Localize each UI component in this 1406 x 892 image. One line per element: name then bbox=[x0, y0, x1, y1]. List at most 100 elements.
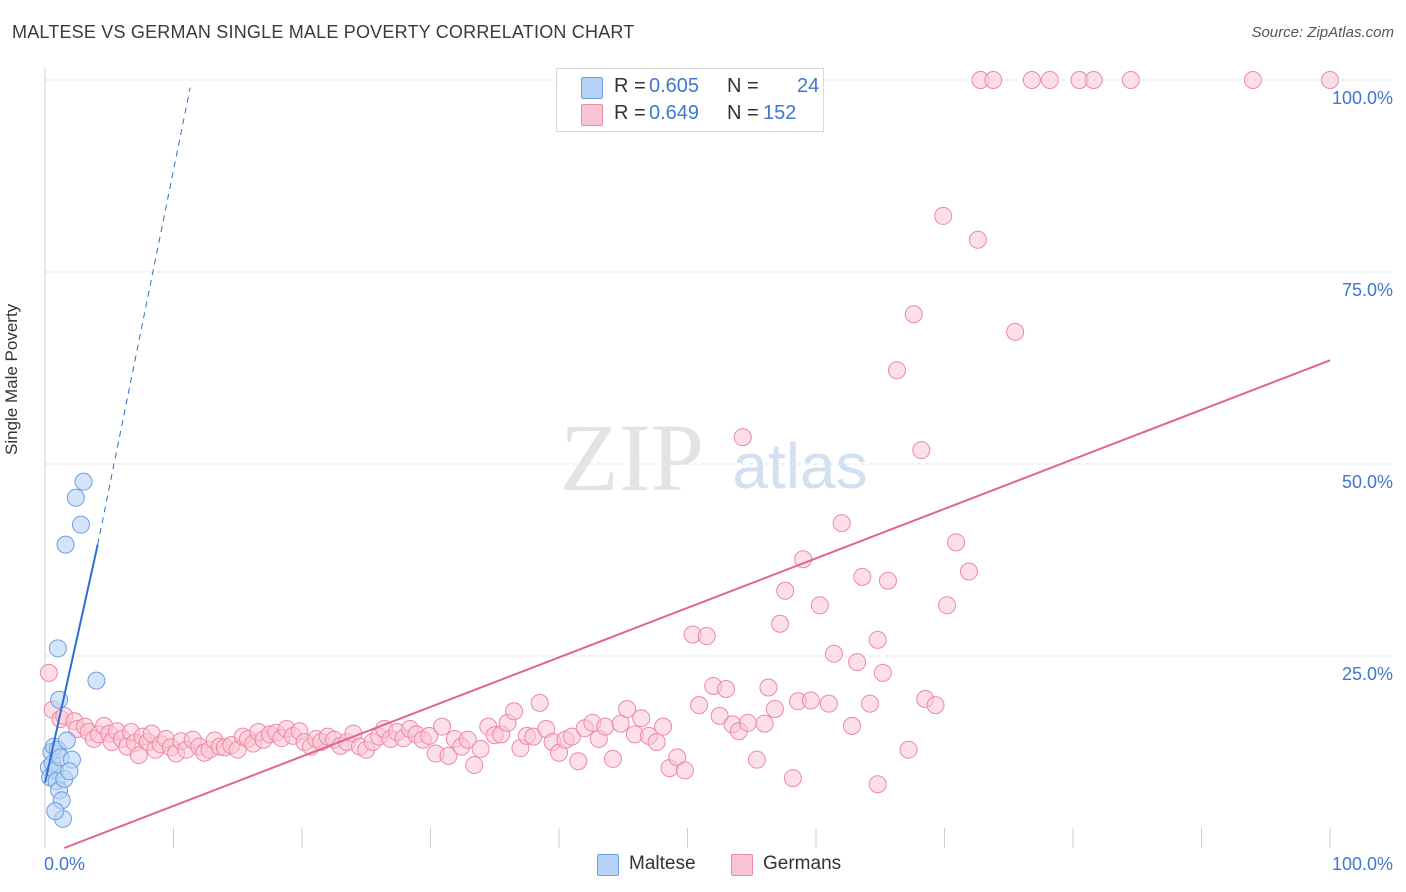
germans-point bbox=[710, 706, 729, 725]
maltese-point bbox=[57, 731, 76, 750]
germans-point bbox=[654, 717, 673, 736]
germans-series bbox=[39, 71, 1339, 794]
maltese-point bbox=[74, 472, 93, 491]
germans-point bbox=[1022, 71, 1041, 89]
watermark-atlas: atlas bbox=[732, 430, 867, 502]
germans-point bbox=[420, 726, 439, 745]
germans-point bbox=[596, 717, 615, 736]
germans-point bbox=[717, 680, 736, 699]
germans-point bbox=[968, 230, 987, 249]
legend-n-label: N = bbox=[727, 102, 759, 124]
germans-point bbox=[824, 644, 843, 663]
trend-lines bbox=[44, 87, 1331, 849]
germans-point bbox=[439, 746, 458, 765]
germans-point bbox=[465, 756, 484, 775]
x-tick-label: 100.0% bbox=[1332, 854, 1393, 874]
legend-row-germans: R = 0.649 N = 152 bbox=[557, 100, 823, 128]
germans-point bbox=[618, 699, 637, 718]
germans-point bbox=[675, 761, 694, 780]
germans-point bbox=[912, 441, 931, 460]
germans-point bbox=[690, 696, 709, 715]
legend-r-label: R = bbox=[614, 102, 646, 124]
germans-point bbox=[733, 428, 752, 447]
germans-point bbox=[819, 694, 838, 713]
germans-point bbox=[647, 733, 666, 752]
germans-point bbox=[848, 653, 867, 672]
chart-source: Source: ZipAtlas.com bbox=[1251, 24, 1394, 41]
legend-row-maltese: R = 0.605 N = 24 bbox=[557, 73, 823, 101]
germans-point bbox=[783, 769, 802, 788]
germans-point bbox=[934, 206, 953, 225]
bottom-legend-swatch-maltese bbox=[597, 854, 619, 876]
germans-point bbox=[129, 746, 148, 765]
germans-point bbox=[458, 730, 477, 749]
correlation-legend: R = 0.605 N = 24 R = 0.649 N = 152 bbox=[556, 68, 824, 132]
legend-r-value-maltese: 0.605 bbox=[649, 75, 700, 97]
germans-point bbox=[505, 702, 524, 721]
germans-point bbox=[776, 581, 795, 600]
maltese-point bbox=[60, 762, 79, 781]
watermark-zip: ZIP bbox=[560, 404, 704, 511]
germans-point bbox=[632, 709, 651, 728]
germans-point bbox=[873, 663, 892, 682]
bottom-legend-label-germans: Germans bbox=[763, 853, 842, 874]
maltese-point bbox=[66, 488, 85, 507]
germans-point bbox=[1006, 322, 1025, 341]
germans-point bbox=[926, 696, 945, 715]
germans-point bbox=[904, 305, 923, 324]
germans-point bbox=[860, 694, 879, 713]
germans-point bbox=[810, 596, 829, 615]
axis-layer bbox=[44, 68, 1331, 848]
bottom-legend-label-maltese: Maltese bbox=[629, 853, 696, 874]
maltese-point bbox=[56, 535, 75, 554]
y-tick-label: 100.0% bbox=[1332, 88, 1393, 108]
germans-point bbox=[1040, 71, 1059, 89]
maltese-point bbox=[46, 802, 65, 821]
maltese-trend-line bbox=[44, 544, 99, 783]
germans-point bbox=[984, 71, 1003, 89]
germans-point bbox=[853, 567, 872, 586]
germans-point bbox=[947, 533, 966, 552]
germans-point bbox=[738, 713, 757, 732]
germans-point bbox=[878, 571, 897, 590]
germans-point bbox=[842, 716, 861, 735]
germans-point bbox=[603, 749, 622, 768]
legend-r-label: R = bbox=[614, 75, 646, 97]
maltese-series bbox=[39, 472, 106, 828]
y-tick-label: 25.0% bbox=[1342, 664, 1393, 684]
legend-n-value-germans: 152 bbox=[763, 102, 797, 124]
maltese-point bbox=[87, 671, 106, 690]
germans-point bbox=[899, 740, 918, 759]
bottom-legend-swatch-germans bbox=[731, 854, 753, 876]
germans-point bbox=[433, 717, 452, 736]
germans-point bbox=[755, 714, 774, 733]
y-axis-label: Single Male Poverty bbox=[2, 303, 21, 455]
germans-point bbox=[771, 614, 790, 633]
legend-n-value-maltese: 24 bbox=[797, 75, 820, 97]
legend-n-label: N = bbox=[727, 75, 759, 97]
watermark: ZIP atlas bbox=[560, 404, 868, 511]
tick-labels: 25.0% 50.0% 75.0% 100.0% 0.0% 100.0% bbox=[44, 88, 1393, 874]
y-tick-label: 50.0% bbox=[1342, 472, 1393, 492]
germans-point bbox=[959, 562, 978, 581]
germans-point bbox=[765, 699, 784, 718]
legend-swatch-maltese bbox=[581, 77, 603, 99]
maltese-trend-extension bbox=[97, 87, 191, 545]
legend-r-value-germans: 0.649 bbox=[649, 102, 700, 124]
germans-trend-line bbox=[63, 359, 1331, 849]
germans-point bbox=[747, 750, 766, 769]
germans-point bbox=[530, 693, 549, 712]
germans-point bbox=[1121, 71, 1140, 89]
germans-point bbox=[1321, 71, 1339, 89]
legend-swatch-germans bbox=[581, 104, 603, 126]
germans-point bbox=[832, 514, 851, 533]
x-tick-label: 0.0% bbox=[44, 854, 85, 874]
germans-point bbox=[887, 361, 906, 380]
germans-point bbox=[1084, 71, 1103, 89]
germans-point bbox=[562, 727, 581, 746]
chart-title: MALTESE VS GERMAN SINGLE MALE POVERTY CO… bbox=[12, 22, 635, 42]
germans-point bbox=[569, 752, 588, 771]
germans-point bbox=[759, 678, 778, 697]
germans-point bbox=[39, 663, 58, 682]
germans-point bbox=[697, 627, 716, 646]
